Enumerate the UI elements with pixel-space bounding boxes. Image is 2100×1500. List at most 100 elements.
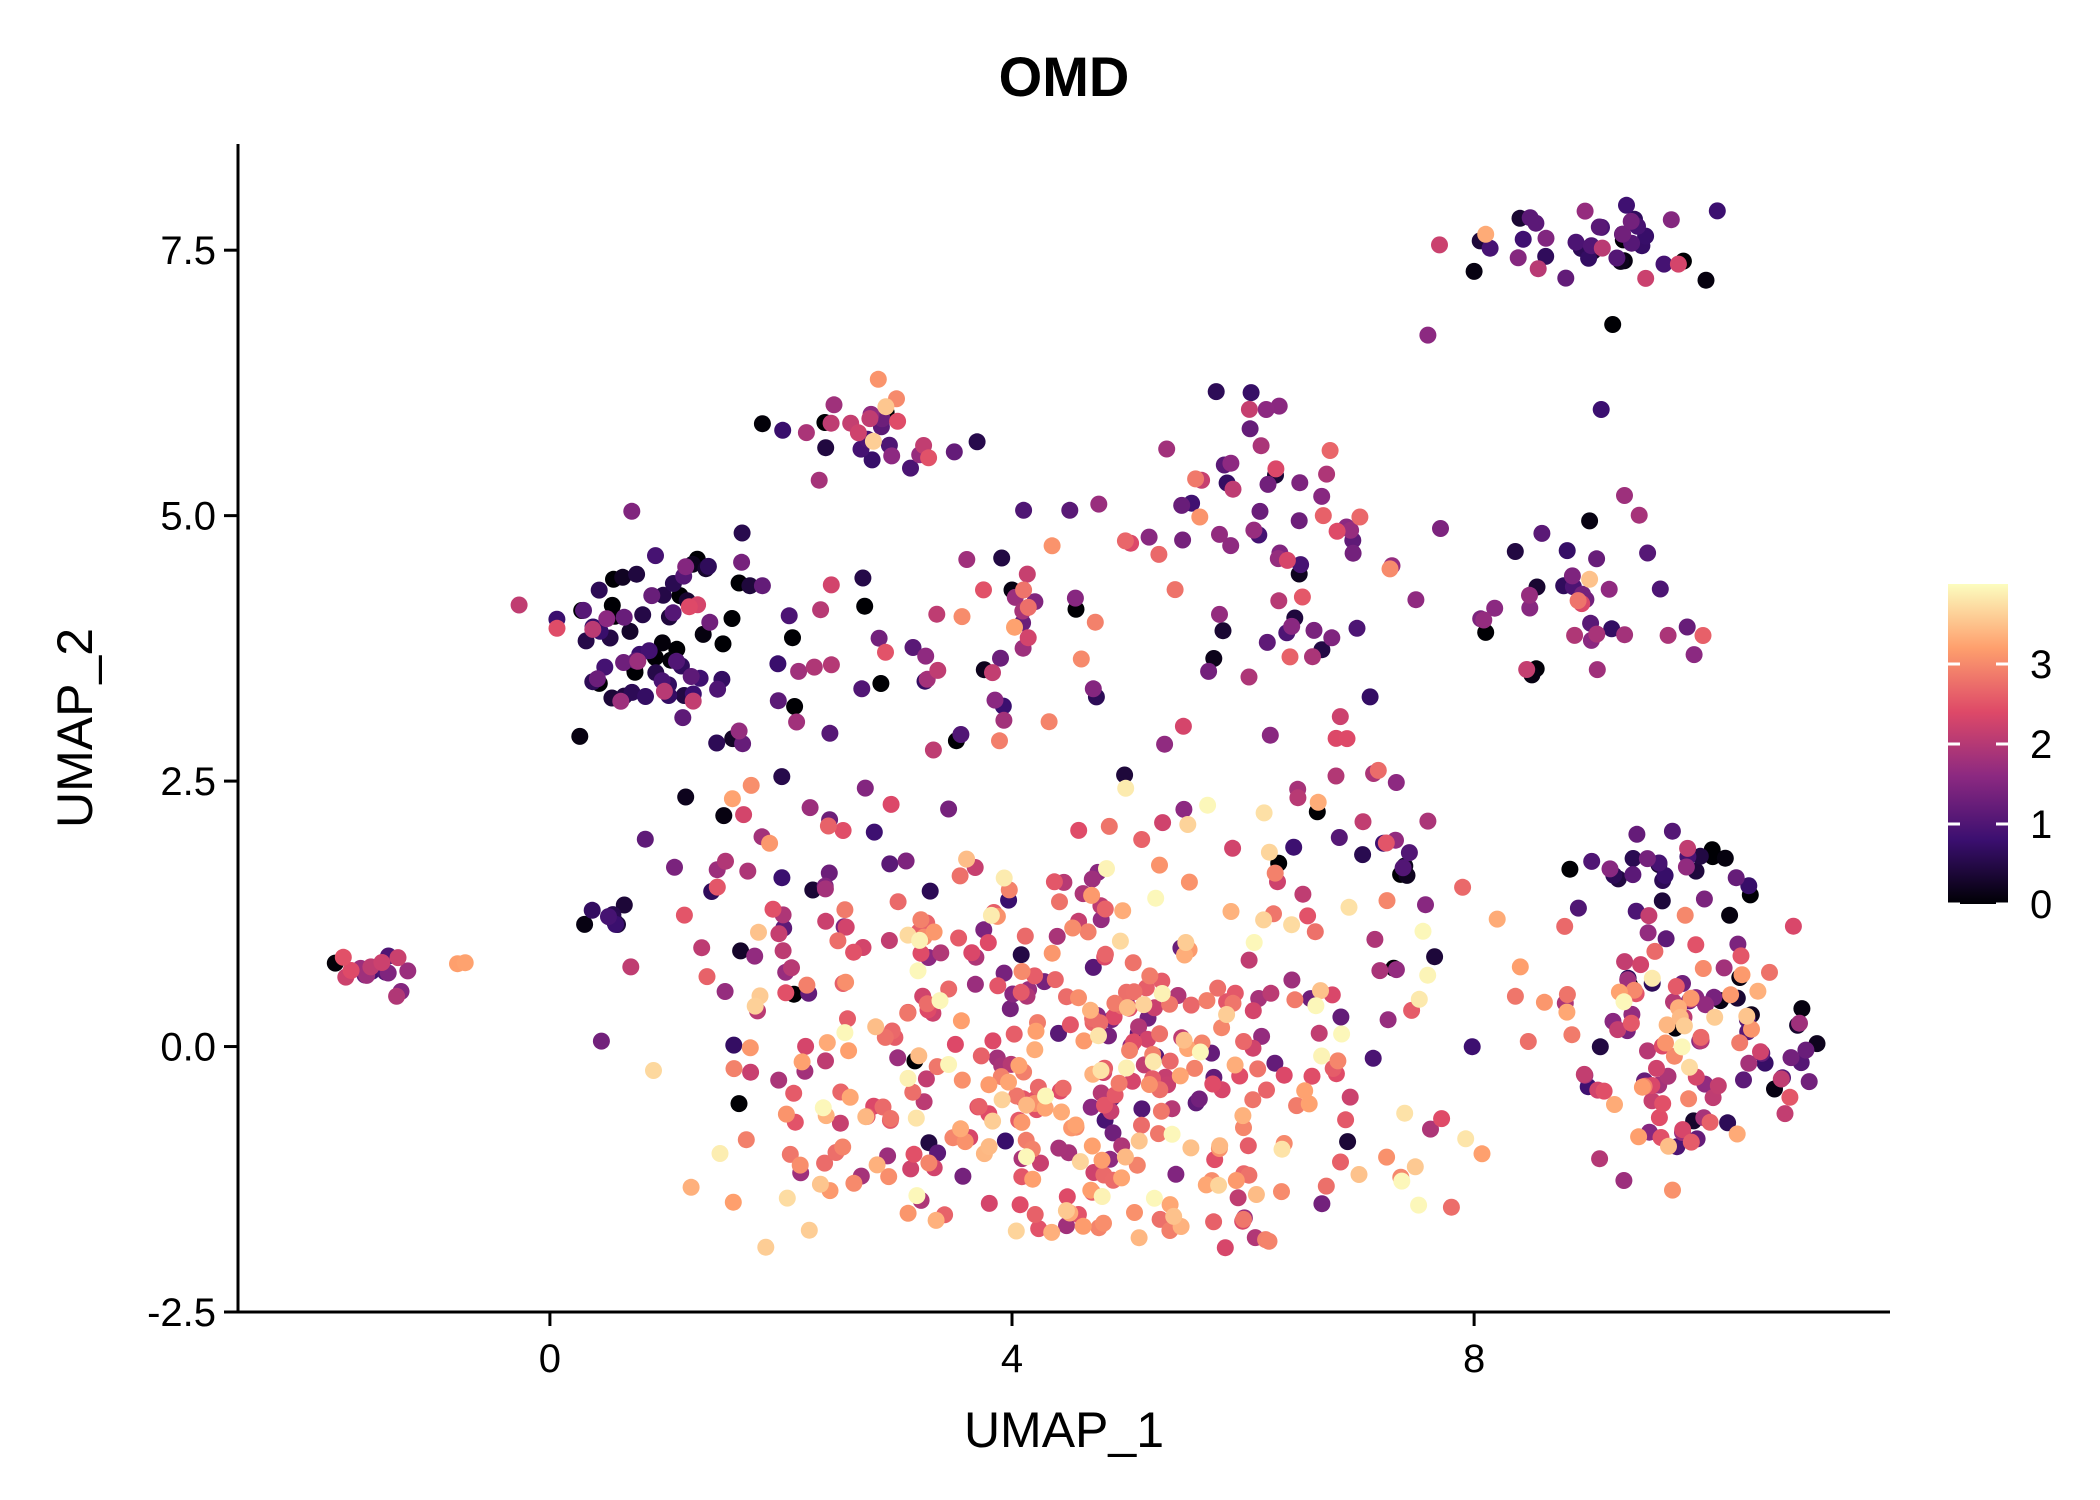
data-point	[1211, 605, 1228, 623]
data-point	[761, 834, 779, 852]
data-point	[1506, 987, 1524, 1005]
data-point	[1045, 873, 1063, 891]
data-point	[1715, 959, 1733, 977]
data-point	[1563, 567, 1581, 585]
data-point	[1150, 1125, 1167, 1143]
data-point	[1161, 1052, 1179, 1070]
data-point	[1681, 1058, 1698, 1076]
data-point	[1036, 1099, 1054, 1117]
data-point	[753, 577, 771, 595]
data-point	[940, 980, 958, 998]
data-point	[1332, 1153, 1349, 1171]
data-point	[746, 947, 764, 965]
data-point	[785, 1084, 803, 1102]
data-point	[621, 622, 639, 640]
data-point	[1369, 761, 1387, 779]
data-point	[872, 675, 890, 692]
data-point	[1673, 1038, 1691, 1056]
data-point	[1581, 570, 1599, 588]
data-point	[951, 867, 969, 885]
data-point	[1281, 648, 1299, 666]
data-point	[1379, 1011, 1397, 1029]
data-point	[735, 806, 753, 824]
data-point	[1685, 646, 1703, 664]
data-point	[1537, 247, 1555, 265]
data-point	[640, 642, 658, 660]
data-point	[1657, 930, 1675, 948]
data-point	[788, 713, 806, 731]
data-point	[1133, 831, 1151, 848]
data-point	[952, 1012, 970, 1030]
data-point	[1567, 233, 1585, 251]
data-point	[801, 799, 819, 817]
data-point	[1592, 401, 1610, 418]
data-point	[1622, 1014, 1640, 1032]
data-point	[674, 709, 692, 727]
data-point	[1721, 906, 1739, 924]
data-point	[1074, 1217, 1092, 1235]
data-point	[908, 1187, 926, 1205]
data-point	[992, 649, 1009, 667]
data-point	[1061, 501, 1079, 519]
data-point	[1660, 1137, 1677, 1155]
data-point	[1016, 927, 1034, 945]
data-point	[1303, 1067, 1321, 1085]
data-point	[1010, 1057, 1028, 1074]
data-point	[1291, 474, 1309, 492]
data-point	[1182, 1139, 1200, 1157]
data-point	[1288, 1097, 1306, 1115]
data-point	[818, 1034, 836, 1052]
data-point	[1082, 1098, 1100, 1116]
data-point	[1318, 465, 1336, 483]
data-point	[793, 1053, 811, 1071]
data-point	[680, 598, 698, 616]
data-point	[1037, 1087, 1055, 1105]
data-point	[856, 597, 874, 615]
data-point	[737, 1131, 755, 1149]
data-point	[1278, 551, 1296, 569]
data-point	[805, 658, 823, 676]
data-point	[773, 768, 791, 786]
data-point	[1239, 1137, 1257, 1155]
data-point	[1110, 1074, 1128, 1092]
data-point	[1354, 813, 1372, 831]
chart-title: OMD	[999, 45, 1130, 108]
data-point	[1537, 229, 1555, 247]
data-point	[615, 896, 633, 914]
data-point	[1283, 617, 1301, 635]
data-point	[1676, 906, 1694, 924]
data-point	[1012, 983, 1030, 1001]
data-point	[899, 1069, 917, 1087]
data-point	[1285, 838, 1303, 856]
data-point	[1144, 1053, 1162, 1071]
data-point	[1289, 789, 1307, 807]
data-point	[797, 424, 815, 442]
data-point	[1331, 708, 1349, 726]
data-point	[784, 629, 801, 647]
data-point	[1473, 1145, 1491, 1163]
y-tick-label: 7.5	[160, 229, 216, 273]
data-point	[921, 882, 939, 900]
data-point	[1749, 982, 1767, 1000]
data-point	[1130, 1229, 1148, 1247]
data-point	[1270, 592, 1288, 610]
data-point	[975, 581, 992, 599]
data-point	[600, 908, 617, 926]
data-point	[1258, 1081, 1275, 1099]
data-point	[1252, 437, 1270, 455]
data-point	[1186, 1059, 1204, 1077]
data-point	[1716, 849, 1734, 867]
data-point	[1140, 528, 1158, 546]
data-point	[1051, 893, 1068, 911]
data-point	[1650, 1109, 1668, 1127]
data-point	[1743, 1020, 1760, 1038]
data-point	[1692, 1028, 1710, 1046]
data-point	[882, 795, 900, 813]
data-point	[1083, 886, 1101, 904]
data-point	[614, 568, 632, 586]
data-point	[1019, 629, 1037, 647]
data-point	[869, 370, 887, 388]
data-point	[1646, 942, 1664, 960]
data-point	[1569, 592, 1587, 610]
data-point	[742, 776, 760, 794]
